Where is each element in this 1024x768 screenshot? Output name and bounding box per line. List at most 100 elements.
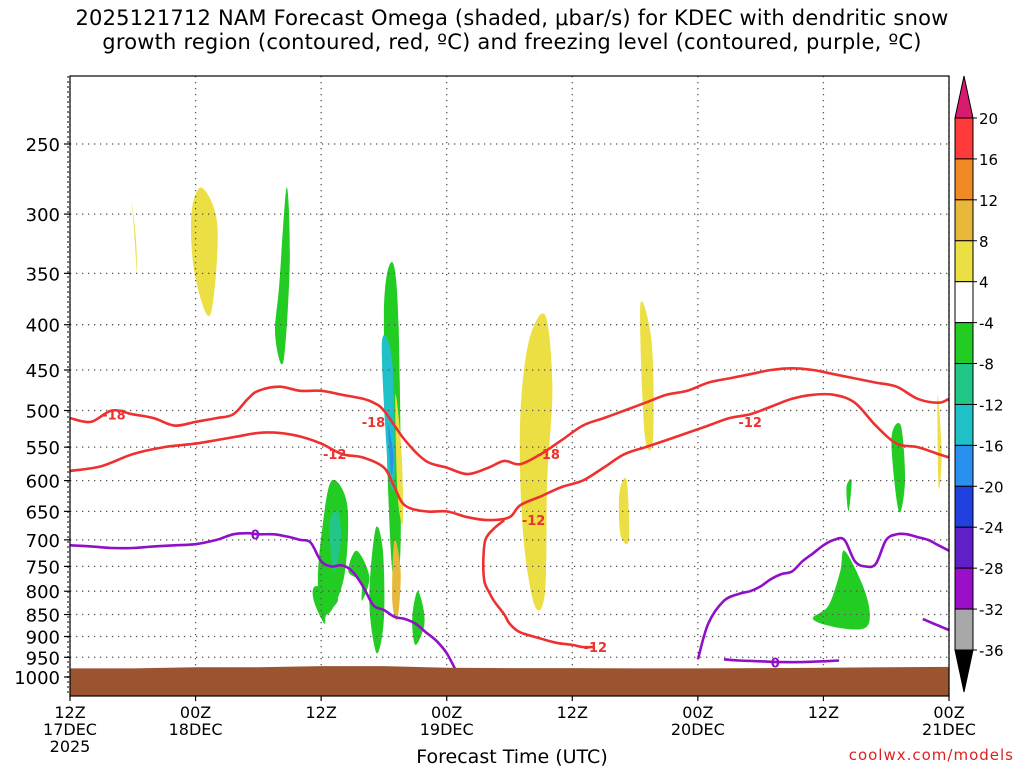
colorbar-swatch-12	[954, 608, 974, 651]
x-tick-label-3-0: 00Z	[431, 703, 462, 722]
x-tick-label-4-0: 12Z	[557, 703, 588, 722]
y-tick-label-1000: 1000	[14, 668, 60, 689]
y-tick-label-750: 750	[26, 557, 60, 578]
credit-watermark: coolwx.com/models	[848, 746, 1014, 764]
y-tick-label-650: 650	[26, 502, 60, 523]
colorbar-label-10: -24	[979, 519, 1004, 537]
contour-label-0: -18	[102, 408, 126, 423]
colorbar-swatch-9	[954, 485, 974, 528]
omega-region-4-11	[395, 394, 404, 525]
colorbar-label-13: -36	[979, 642, 1004, 660]
colorbar-swatch-7	[954, 403, 974, 446]
y-tick-label-800: 800	[26, 582, 60, 603]
y-tick-label-400: 400	[26, 316, 60, 337]
omega-region-4-15	[618, 478, 630, 545]
title-line-2: growth region (contoured, red, ºC) and f…	[102, 30, 922, 54]
colorbar-swatch-10	[954, 526, 974, 569]
contour-0-5	[723, 658, 840, 664]
y-axis: 2503003504004505005506006507007508008509…	[14, 135, 70, 689]
omega-region--4-5	[312, 586, 339, 624]
x-tick-label-7-1: 21DEC	[922, 720, 976, 739]
contour-label-5: -12	[738, 416, 762, 431]
contour-label-layer: -18 -18 -18 -12 -12 -12 -12 0 0	[102, 408, 780, 671]
colorbar-swatch-4	[954, 281, 974, 324]
contour-label-7: 0	[251, 528, 260, 543]
omega-region-4-1	[190, 187, 218, 317]
y-tick-label-850: 850	[26, 606, 60, 627]
omega-region-4-20	[937, 394, 942, 490]
omega-region-4-16	[640, 301, 654, 451]
colorbar-bottom-arrow	[954, 649, 974, 693]
x-tick-label-0-2: 2025	[50, 737, 91, 756]
colorbar-label-1: 16	[979, 151, 998, 169]
contour-label-6: -12	[584, 641, 608, 656]
ground-layer	[70, 666, 949, 696]
x-tick-label-2-0: 12Z	[305, 703, 336, 722]
y-tick-label-500: 500	[26, 402, 60, 423]
omega-shading-layer	[131, 187, 942, 654]
x-tick-label-0-1: 17DEC	[43, 720, 97, 739]
x-tick-label-1-0: 00Z	[180, 703, 211, 722]
colorbar-top-arrow	[954, 75, 974, 119]
colorbar-swatch-8	[954, 444, 974, 487]
colorbar-label-6: -8	[979, 356, 994, 374]
y-tick-label-450: 450	[26, 361, 60, 382]
omega-region--4-10	[369, 526, 385, 654]
x-tick-label-1-1: 18DEC	[169, 720, 223, 739]
x-tick-label-6-0: 12Z	[808, 703, 839, 722]
chart-title: 2025121712 NAM Forecast Omega (shaded, μ…	[0, 6, 1024, 54]
colorbar-label-9: -20	[979, 478, 1004, 496]
x-axis-label: Forecast Time (UTC)	[416, 746, 608, 768]
omega-region--4-2	[274, 187, 290, 365]
omega-region--4-19	[846, 479, 852, 512]
y-tick-label-700: 700	[26, 531, 60, 552]
colorbar-label-7: -12	[979, 396, 1004, 414]
x-tick-label-0-0: 12Z	[54, 703, 85, 722]
plot-border	[69, 75, 950, 697]
colorbar: 20 16 12 8 4 -4 -8 -12 -16 -20 -24 -28 -32 -36	[954, 75, 1004, 693]
contour--12-2	[481, 519, 594, 649]
contour-0-3	[70, 531, 459, 674]
contour--18-0	[70, 367, 949, 476]
x-tick-label-5-1: 20DEC	[671, 720, 725, 739]
colorbar-label-2: 12	[979, 192, 998, 210]
y-tick-label-550: 550	[26, 438, 60, 459]
colorbar-swatch-6	[954, 363, 974, 405]
colorbar-label-4: 4	[979, 274, 989, 292]
y-tick-label-600: 600	[26, 472, 60, 493]
omega-region--8-4	[329, 510, 342, 572]
y-tick-label-300: 300	[26, 205, 60, 226]
colorbar-swatch-1	[954, 158, 974, 201]
omega-region--4-13	[412, 591, 425, 646]
contour-label-4: -12	[522, 514, 546, 529]
colorbar-swatch-11	[954, 567, 974, 610]
pressure-gridlines	[69, 76, 950, 696]
x-tick-label-5-0: 00Z	[682, 703, 713, 722]
x-tick-label-7-0: 00Z	[933, 703, 964, 722]
title-line-1: 2025121712 NAM Forecast Omega (shaded, μ…	[75, 6, 949, 30]
plot-frame	[67, 75, 950, 697]
omega-region--16-9	[388, 425, 394, 475]
omega-region--4-18	[891, 422, 906, 513]
contour-0-6	[922, 617, 949, 632]
colorbar-swatch-2	[954, 199, 974, 242]
colorbar-label-3: 8	[979, 233, 989, 251]
colorbar-swatch-3	[954, 240, 974, 283]
colorbar-label-5: -4	[979, 315, 994, 333]
x-tick-label-3-1: 19DEC	[420, 720, 474, 739]
colorbar-label-12: -32	[979, 601, 1004, 619]
y-tick-label-350: 350	[26, 264, 60, 285]
contour-label-2: -18	[536, 448, 560, 463]
colorbar-label-11: -28	[979, 560, 1004, 578]
omega-region--4-17	[812, 550, 870, 630]
y-tick-label-250: 250	[26, 135, 60, 156]
y-tick-label-900: 900	[26, 627, 60, 648]
colorbar-label-0: 20	[979, 110, 998, 128]
contour-layer	[70, 367, 949, 674]
contour--12-1	[70, 392, 949, 522]
omega-region-4-14	[519, 313, 553, 611]
omega-region-8-12	[392, 539, 401, 621]
y-tick-label-950: 950	[26, 648, 60, 669]
